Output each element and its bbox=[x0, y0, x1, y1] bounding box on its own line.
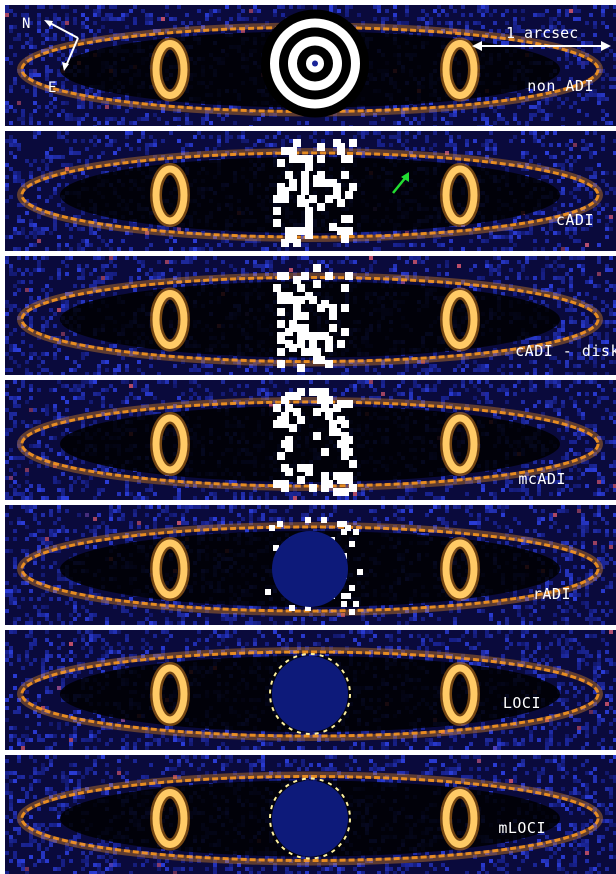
panel-cadi: cADI bbox=[5, 131, 616, 251]
panel-label: mcADI bbox=[518, 470, 566, 488]
panel-cadi-disk: cADI - disk bbox=[5, 256, 616, 375]
green-arrow-icon bbox=[392, 172, 409, 194]
panel-label: cADI - disk bbox=[515, 342, 616, 360]
disk-image bbox=[5, 5, 616, 126]
scale-bar: 1 arcsec bbox=[472, 24, 611, 51]
panel-radi: rADI bbox=[5, 505, 616, 625]
compass: N E bbox=[22, 16, 79, 96]
disk-image bbox=[5, 630, 616, 750]
panel-label: cADI bbox=[555, 211, 594, 229]
panel-non-adi: non ADI bbox=[5, 5, 616, 126]
disk-image bbox=[5, 131, 616, 251]
disk-image bbox=[5, 505, 616, 625]
disk-image bbox=[5, 755, 616, 874]
panel-label: non ADI bbox=[527, 77, 594, 95]
panel-loci: LOCI bbox=[5, 630, 616, 750]
north-label: N bbox=[22, 16, 30, 32]
disk-image bbox=[5, 256, 616, 375]
east-label: E bbox=[48, 80, 56, 96]
disk-image bbox=[5, 380, 616, 500]
panel-label: rADI bbox=[532, 585, 571, 603]
panel-mloci: mLOCI bbox=[5, 755, 616, 874]
scale-bar-label: 1 arcsec bbox=[506, 24, 578, 42]
panel-mcadi: mcADI bbox=[5, 380, 616, 500]
panel-label: mLOCI bbox=[498, 819, 546, 837]
panel-label: LOCI bbox=[502, 694, 541, 712]
